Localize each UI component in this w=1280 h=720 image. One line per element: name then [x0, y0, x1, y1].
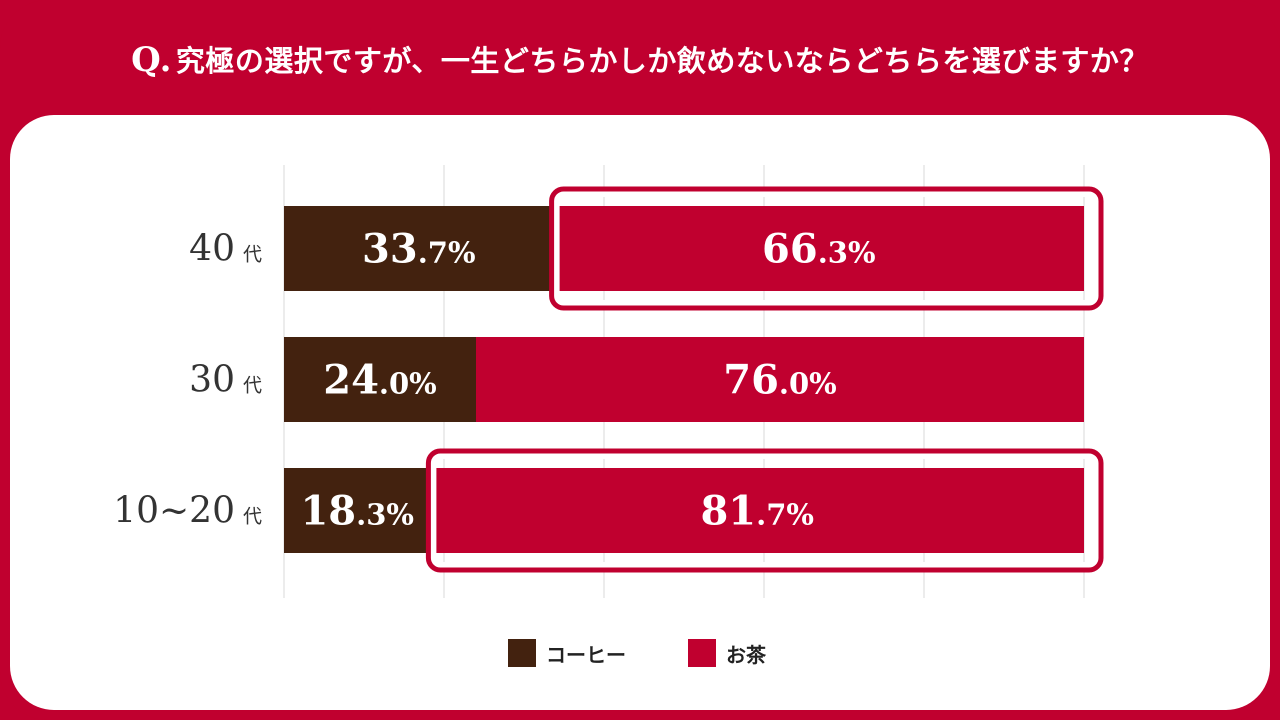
highlight-outline-inner	[430, 453, 1099, 568]
legend-item-tea: お茶	[688, 638, 766, 668]
bar-tea	[430, 468, 1084, 553]
bar-tea	[476, 337, 1084, 422]
legend-label-tea: お茶	[726, 642, 766, 667]
bar-coffee	[284, 468, 431, 553]
highlight-outline-outer	[549, 186, 1104, 311]
data-label: 18.3%	[300, 488, 414, 535]
data-label: 76.0%	[723, 357, 837, 404]
question-header: Q. 究極の選択ですが、一生どちらかしか飲めないならどちらを選びますか？	[0, 30, 1280, 90]
highlight-outline-inner	[553, 191, 1099, 306]
legend-swatch-tea	[688, 639, 716, 667]
legend-label-coffee: コーヒー	[546, 642, 626, 667]
highlight-outline-outer	[425, 448, 1104, 573]
category-label: 40 代	[189, 229, 262, 270]
legend-swatch-coffee	[508, 639, 536, 667]
question-prefix: Q.	[131, 40, 172, 80]
category-label: 30 代	[189, 360, 262, 401]
bar-coffee	[284, 206, 554, 291]
data-label: 24.0%	[323, 357, 437, 404]
category-label: 10~20 代	[113, 491, 262, 532]
bar-coffee	[284, 337, 476, 422]
data-label: 81.7%	[700, 488, 814, 535]
question-text: 究極の選択ですが、一生どちらかしか飲めないならどちらを選びますか？	[175, 44, 1149, 78]
legend-item-coffee: コーヒー	[508, 638, 626, 668]
bar-tea	[553, 206, 1084, 291]
data-label: 33.7%	[362, 226, 476, 273]
data-label: 66.3%	[762, 226, 876, 273]
